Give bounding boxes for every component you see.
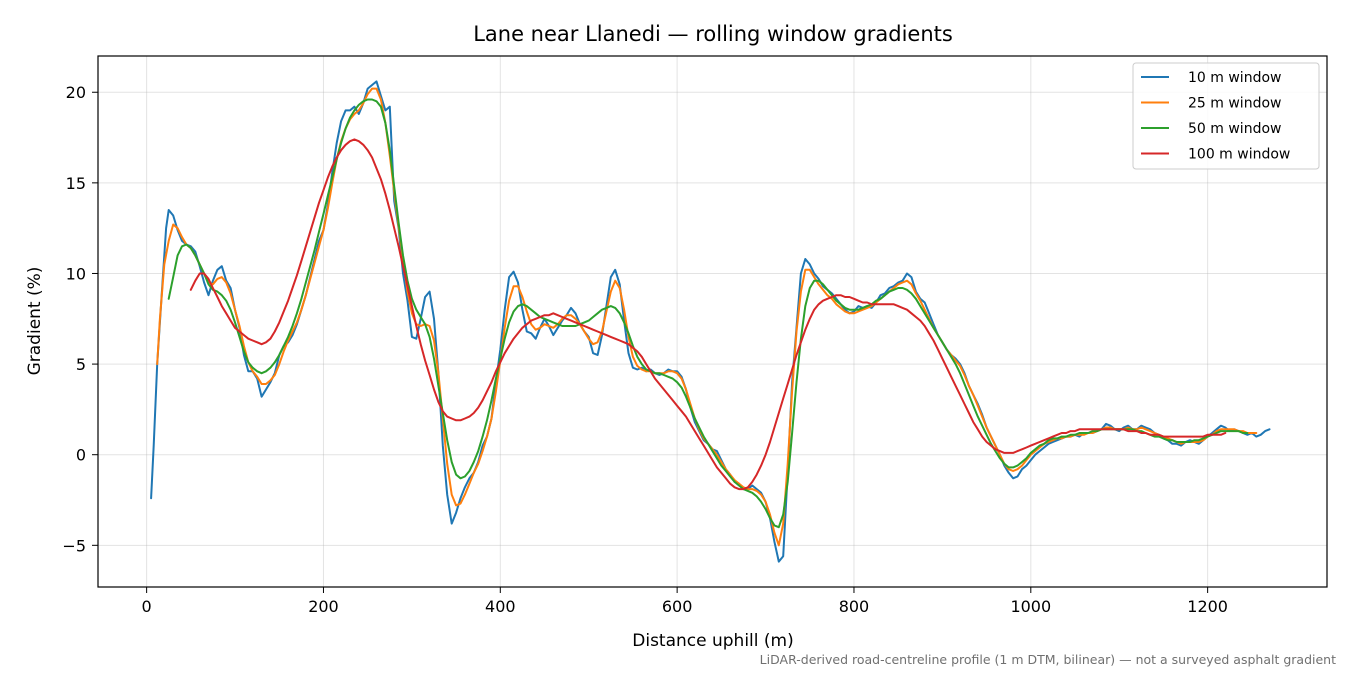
legend-label: 50 m window xyxy=(1188,121,1281,137)
legend: 10 m window 25 m window 50 m window 100 m w… xyxy=(1132,62,1320,170)
footnote: LiDAR-derived road-centreline profile (1… xyxy=(760,652,1336,667)
x-tick-label: 800 xyxy=(839,597,870,616)
y-tick-label: 15 xyxy=(66,174,86,193)
y-tick-label: 10 xyxy=(66,264,86,283)
legend-label: 100 m window xyxy=(1188,147,1290,163)
y-tick-label: 0 xyxy=(76,446,86,465)
legend-label: 25 m window xyxy=(1188,96,1281,112)
chart-title: Lane near Llanedi — rolling window gradi… xyxy=(473,22,953,46)
x-tick-label: 1000 xyxy=(1010,597,1051,616)
y-axis-label: Gradient (%) xyxy=(25,267,45,376)
y-tick-label: −5 xyxy=(62,536,86,555)
legend-box xyxy=(1132,62,1320,170)
x-axis-label: Distance uphill (m) xyxy=(632,631,793,651)
x-tick-label: 200 xyxy=(308,597,339,616)
series-layer xyxy=(150,80,1271,563)
y-tick-label: 5 xyxy=(76,355,86,374)
x-axis: 0 200 400 600 800 1000 1200 xyxy=(142,587,1228,616)
x-tick-label: 400 xyxy=(485,597,516,616)
plot-frame xyxy=(97,55,1328,588)
x-tick-label: 1200 xyxy=(1187,597,1228,616)
x-tick-label: 0 xyxy=(142,597,152,616)
series-line-3 xyxy=(167,98,1249,529)
y-axis: −5 0 5 10 15 20 xyxy=(62,83,98,555)
y-tick-label: 20 xyxy=(66,83,86,102)
legend-label: 10 m window xyxy=(1188,70,1281,86)
series-line-4 xyxy=(189,138,1227,491)
grid xyxy=(98,56,1327,587)
x-tick-label: 600 xyxy=(662,597,693,616)
